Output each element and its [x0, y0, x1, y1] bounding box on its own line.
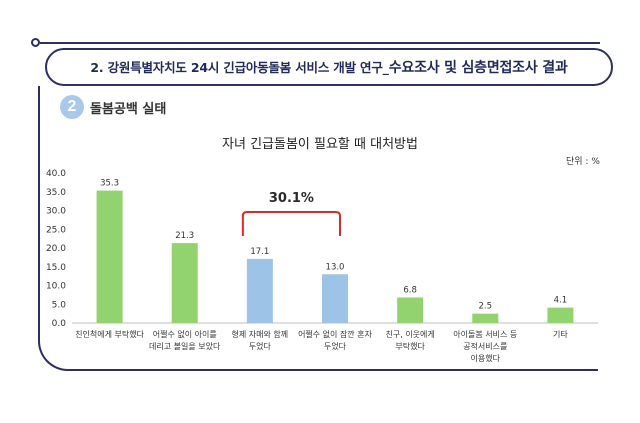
section-title: 돌봄공백 실태 [90, 102, 167, 117]
y-tick-label: 20.0 [46, 244, 66, 254]
y-tick-label: 30.0 [46, 207, 66, 217]
category-label-3: 두었다 [249, 341, 272, 351]
annotation-label: 30.1% [269, 191, 314, 206]
bar-1 [96, 190, 123, 323]
category-label-2: 데리고 볼일을 보았다 [149, 341, 221, 351]
category-label-7: 기타 [553, 330, 568, 339]
y-tick-label: 35.0 [46, 188, 66, 198]
category-label-5: 부탁했다 [395, 341, 425, 351]
bar-6 [472, 313, 499, 323]
content-frame [38, 86, 598, 371]
bar-4 [322, 274, 348, 323]
section-number-badge: 2 [60, 95, 84, 119]
y-tick-label: 25.0 [46, 225, 66, 235]
header-bar: 2. 강원특별자치도 24시 긴급아동돌봄 서비스 개발 연구_수요조사 및 심… [45, 48, 613, 86]
category-label-6: 이용했다 [471, 353, 501, 363]
header-dot-decoration [31, 38, 40, 47]
data-label-2: 21.3 [175, 231, 194, 241]
chart-title: 자녀 긴급돌봄이 필요할 때 대처방법 [222, 137, 418, 152]
data-label-6: 2.5 [479, 302, 493, 312]
page-title-prefix: 2. 강원특별자치도 24시 긴급아동돌봄 서비스 개발 연구_ [90, 60, 389, 75]
category-label-2: 어쩔수 없이 아이를 [153, 329, 217, 339]
page-title: 2. 강원특별자치도 24시 긴급아동돌봄 서비스 개발 연구_수요조사 및 심… [90, 57, 567, 77]
data-label-7: 4.1 [554, 296, 568, 306]
category-label-4: 두었다 [324, 341, 347, 351]
header-line-decoration [40, 42, 600, 44]
y-tick-label: 40.0 [46, 169, 66, 179]
y-tick-label: 15.0 [46, 263, 66, 273]
data-label-3: 17.1 [250, 247, 269, 257]
data-label-1: 35.3 [100, 179, 119, 189]
category-label-6: 공적서비스를 [463, 341, 507, 351]
data-label-5: 6.8 [403, 286, 417, 296]
bar-2 [171, 243, 198, 323]
page-title-highlight: 수요조사 및 심층면접조사 결과 [388, 60, 568, 76]
unit-label: 단위 : % [566, 157, 600, 167]
category-label-3: 형제 자매와 함께 [232, 329, 289, 339]
category-label-6: 아이돌봄 서비스 등 [453, 329, 517, 339]
category-label-5: 친구, 이웃에게 [386, 329, 435, 339]
annotation-bracket [241, 211, 341, 236]
category-label-1: 친인척에게 부탁했다 [75, 329, 144, 339]
category-label-4: 어쩔수 없이 잠깐 혼자 [298, 329, 373, 339]
y-tick-label: 10.0 [46, 282, 66, 292]
y-tick-label: 0.0 [52, 319, 67, 329]
bar-5 [397, 297, 424, 323]
bar-7 [547, 307, 574, 323]
y-tick-label: 5.0 [52, 300, 67, 310]
data-label-4: 13.0 [326, 262, 345, 272]
bar-3 [246, 258, 273, 323]
